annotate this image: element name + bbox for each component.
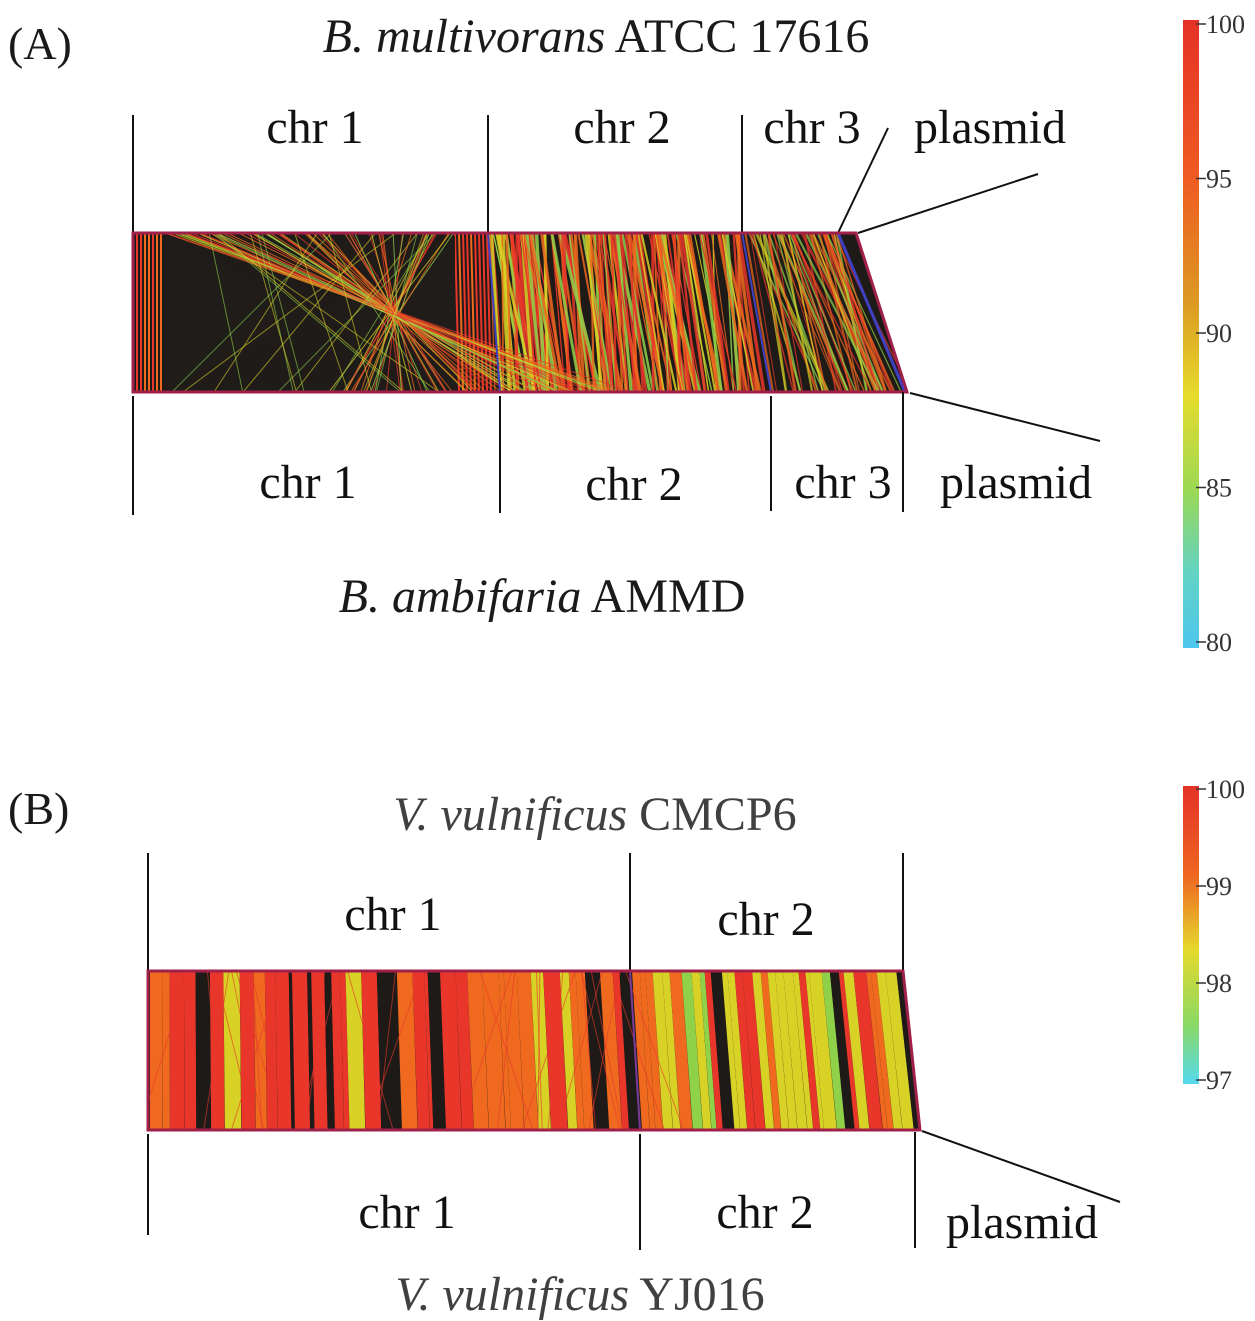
panel-b-top-segment-chr1: chr 1: [344, 888, 441, 941]
panel-a-bottom-segment-plasmid: plasmid: [940, 456, 1092, 509]
panel-a-top-segment-chr2: chr 2: [573, 101, 670, 154]
colorbar-tick-label: 99: [1206, 872, 1232, 901]
panel-a-top-strain: ATCC 17616: [615, 10, 870, 63]
panel-a-comparison-band: [133, 233, 907, 392]
colorbar-tick-label: 85: [1206, 474, 1232, 503]
panel-a-top-dividers: [132, 115, 1039, 234]
panel-b-bottom-segment-plasmid: plasmid: [946, 1196, 1098, 1249]
panel-b-colorbar-ticks: 100 99 98 97: [1196, 775, 1245, 1095]
panel-b-band-border: [146, 969, 922, 1132]
panel-a-top-segment-chr1: chr 1: [266, 101, 363, 154]
panel-b-top-species: V. vulnificus: [393, 788, 627, 841]
panel-a-bottom-dividers: [132, 392, 1101, 515]
panel-b-bottom-segment-chr1: chr 1: [358, 1186, 455, 1239]
panel-a-bottom-species: B. ambifaria: [339, 570, 582, 623]
panel-b-bottom-dividers: [147, 1130, 1121, 1250]
colorbar-tick-label: 97: [1206, 1066, 1232, 1095]
panel-a-colorbar-ticks: 100 95 90 85 80: [1196, 10, 1245, 657]
panel-a-top-segment-plasmid: plasmid: [914, 101, 1066, 154]
panel-b-bottom-segment-chr2: chr 2: [716, 1186, 813, 1239]
panel-b-top-strain: CMCP6: [639, 788, 796, 841]
panel-b-colorbar: [1183, 786, 1199, 1084]
colorbar-tick-label: 100: [1206, 775, 1245, 804]
panel-b-label: (B): [8, 783, 69, 834]
panel-a-band-border: [131, 231, 910, 394]
panel-b-top-dividers: [147, 853, 904, 970]
panel-a-bottom-strain: AMMD: [591, 570, 746, 623]
panel-a-top-genome-title: B. multivorans ATCC 17616: [323, 10, 870, 63]
panel-a-bottom-segment-chr3: chr 3: [794, 456, 891, 509]
colorbar-tick-label: 98: [1206, 969, 1232, 998]
panel-a-colorbar: [1183, 20, 1199, 648]
panel-b-top-segment-chr2: chr 2: [717, 893, 814, 946]
panel-a-top-species: B. multivorans: [323, 10, 606, 63]
panel-b-bottom-strain: YJ016: [639, 1268, 764, 1321]
panel-a-bottom-genome-title: B. ambifaria AMMD: [339, 570, 746, 623]
panel-b-bottom-genome-title: V. vulnificus YJ016: [395, 1268, 764, 1321]
colorbar-tick-label: 90: [1206, 319, 1232, 348]
colorbar-tick-label: 100: [1206, 10, 1245, 39]
panel-a-top-segment-chr3: chr 3: [763, 101, 860, 154]
panel-b-top-genome-title: V. vulnificus CMCP6: [393, 788, 796, 841]
panel-b-comparison-band: [148, 971, 920, 1130]
colorbar-tick-label: 95: [1206, 165, 1232, 194]
panel-b-bottom-species: V. vulnificus: [395, 1268, 629, 1321]
panel-a-bottom-segment-chr2: chr 2: [585, 458, 682, 511]
panel-a-label: (A): [8, 18, 72, 69]
colorbar-tick-label: 80: [1206, 628, 1232, 657]
panel-a-bottom-segment-chr1: chr 1: [259, 456, 356, 509]
